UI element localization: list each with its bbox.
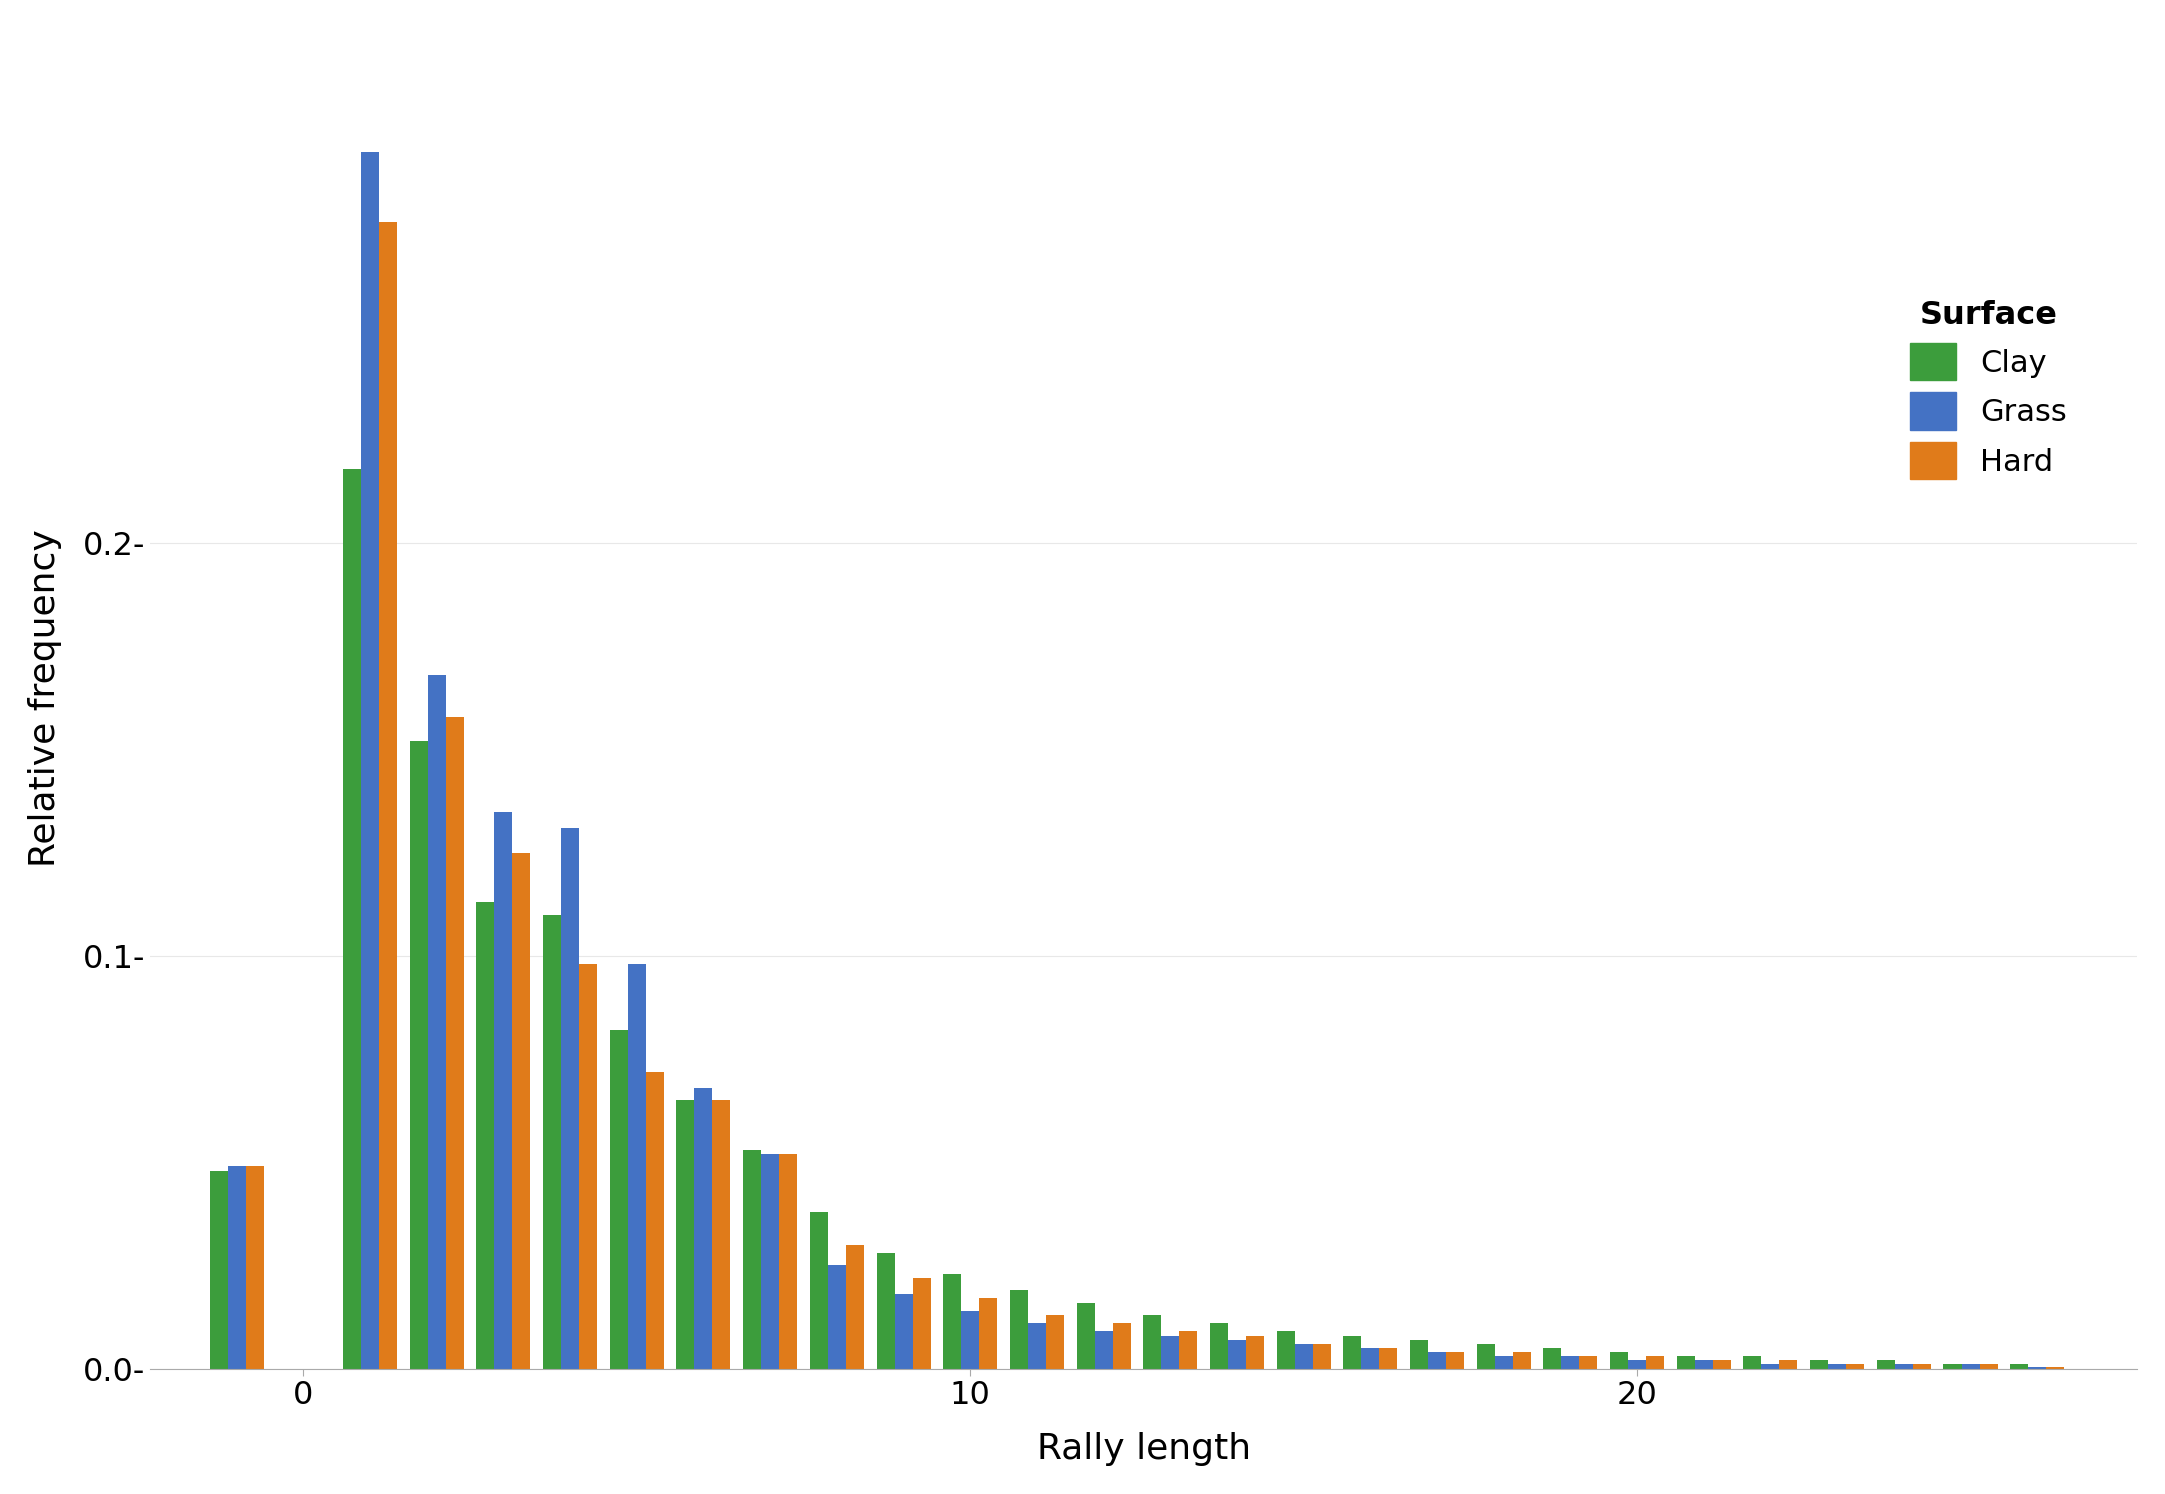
- Bar: [675, 1101, 695, 1369]
- Bar: [342, 469, 362, 1369]
- Bar: [1180, 1331, 1197, 1369]
- Bar: [1827, 1364, 1847, 1369]
- Bar: [561, 828, 578, 1369]
- Bar: [543, 914, 561, 1369]
- Bar: [1713, 1361, 1730, 1369]
- Bar: [979, 1298, 998, 1369]
- Bar: [1277, 1331, 1295, 1369]
- Bar: [1028, 1324, 1046, 1369]
- Bar: [1561, 1357, 1580, 1369]
- Bar: [1362, 1348, 1379, 1369]
- Bar: [944, 1274, 961, 1369]
- Bar: [1446, 1352, 1464, 1369]
- Bar: [1877, 1361, 1894, 1369]
- Legend: Clay, Grass, Hard: Clay, Grass, Hard: [1894, 284, 2083, 495]
- Bar: [695, 1088, 712, 1369]
- Bar: [578, 964, 598, 1369]
- Bar: [1780, 1361, 1797, 1369]
- Bar: [2029, 1367, 2046, 1369]
- Bar: [1628, 1361, 1645, 1369]
- Bar: [245, 1167, 264, 1369]
- Bar: [961, 1310, 979, 1369]
- Bar: [645, 1071, 665, 1369]
- Bar: [847, 1245, 864, 1369]
- Bar: [1645, 1357, 1665, 1369]
- Bar: [1095, 1331, 1113, 1369]
- Bar: [762, 1153, 779, 1369]
- Bar: [1494, 1357, 1513, 1369]
- Bar: [446, 717, 463, 1369]
- Bar: [1210, 1324, 1228, 1369]
- Bar: [743, 1150, 762, 1369]
- Bar: [1247, 1336, 1264, 1369]
- Bar: [1143, 1315, 1160, 1369]
- Bar: [1894, 1364, 1914, 1369]
- Bar: [227, 1167, 245, 1369]
- Bar: [1160, 1336, 1180, 1369]
- Bar: [1810, 1361, 1827, 1369]
- Bar: [1228, 1340, 1247, 1369]
- Bar: [2046, 1367, 2063, 1369]
- Bar: [1076, 1303, 1095, 1369]
- Bar: [513, 853, 530, 1369]
- Y-axis label: Relative frequency: Relative frequency: [28, 529, 63, 867]
- Bar: [1046, 1315, 1063, 1369]
- Bar: [1979, 1364, 1998, 1369]
- Bar: [611, 1031, 628, 1369]
- Bar: [1676, 1357, 1695, 1369]
- Bar: [712, 1101, 730, 1369]
- Bar: [1312, 1343, 1331, 1369]
- Bar: [494, 811, 513, 1369]
- Bar: [1477, 1343, 1494, 1369]
- Bar: [911, 1277, 931, 1369]
- Bar: [894, 1294, 911, 1369]
- Bar: [1611, 1352, 1628, 1369]
- Bar: [810, 1212, 827, 1369]
- Bar: [1009, 1291, 1028, 1369]
- Bar: [1295, 1343, 1312, 1369]
- X-axis label: Rally length: Rally length: [1037, 1433, 1251, 1466]
- Bar: [429, 675, 446, 1369]
- Bar: [1961, 1364, 1979, 1369]
- Bar: [1379, 1348, 1396, 1369]
- Bar: [1342, 1336, 1362, 1369]
- Bar: [1847, 1364, 1864, 1369]
- Bar: [1944, 1364, 1961, 1369]
- Bar: [409, 741, 429, 1369]
- Bar: [1544, 1348, 1561, 1369]
- Bar: [210, 1171, 227, 1369]
- Bar: [1513, 1352, 1531, 1369]
- Bar: [1762, 1364, 1780, 1369]
- Bar: [779, 1153, 797, 1369]
- Bar: [379, 221, 396, 1369]
- Bar: [1695, 1361, 1713, 1369]
- Bar: [1580, 1357, 1598, 1369]
- Bar: [362, 151, 379, 1369]
- Bar: [827, 1265, 847, 1369]
- Bar: [476, 902, 494, 1369]
- Bar: [628, 964, 645, 1369]
- Bar: [1914, 1364, 1931, 1369]
- Bar: [2009, 1364, 2029, 1369]
- Bar: [1429, 1352, 1446, 1369]
- Bar: [1113, 1324, 1130, 1369]
- Bar: [1409, 1340, 1429, 1369]
- Bar: [877, 1253, 894, 1369]
- Bar: [1743, 1357, 1762, 1369]
